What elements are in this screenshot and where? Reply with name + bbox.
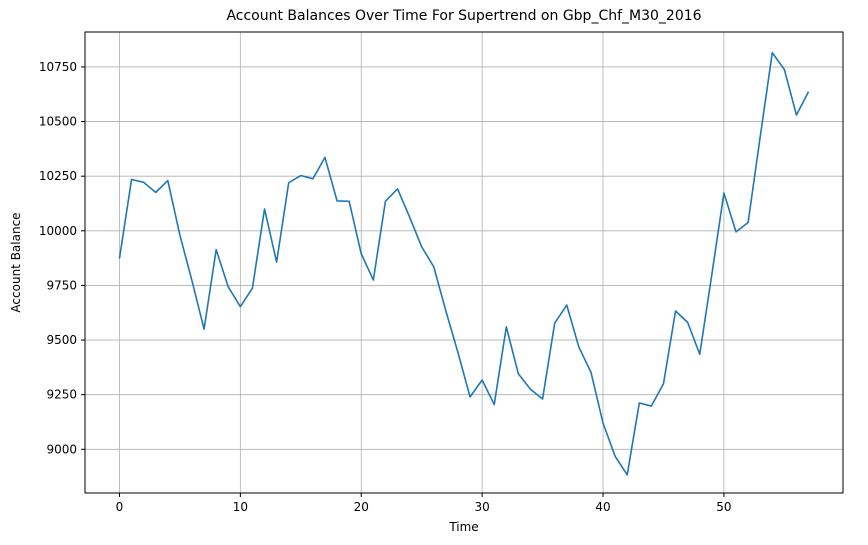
chart-title: Account Balances Over Time For Supertren…: [226, 8, 701, 24]
y-tick-label: 9500: [46, 333, 77, 347]
x-tick-label: 40: [595, 500, 610, 514]
x-axis-label: Time: [448, 520, 478, 534]
y-tick-label: 10500: [39, 115, 77, 129]
y-tick-label: 9750: [46, 278, 77, 292]
balance-series-line: [118, 51, 810, 476]
x-tick-label: 0: [116, 500, 124, 514]
x-tick-label: 50: [716, 500, 731, 514]
y-tick-label: 10750: [39, 60, 77, 74]
tick-layer: 0 10 20 30 40 50 9000 9250 9500 9750 10000 10250 105…: [39, 60, 732, 514]
x-tick-label: 20: [354, 500, 369, 514]
x-tick-label: 30: [474, 500, 489, 514]
plot-frame: [84, 31, 844, 494]
y-tick-label: 9000: [46, 442, 77, 456]
x-tick-label: 10: [233, 500, 248, 514]
y-tick-label: 10250: [39, 169, 77, 183]
grid-layer: [85, 32, 843, 493]
y-tick-label: 9250: [46, 388, 77, 402]
y-tick-label: 10000: [39, 224, 77, 238]
line-layer: [118, 51, 810, 476]
y-axis-label: Account Balance: [9, 212, 23, 312]
